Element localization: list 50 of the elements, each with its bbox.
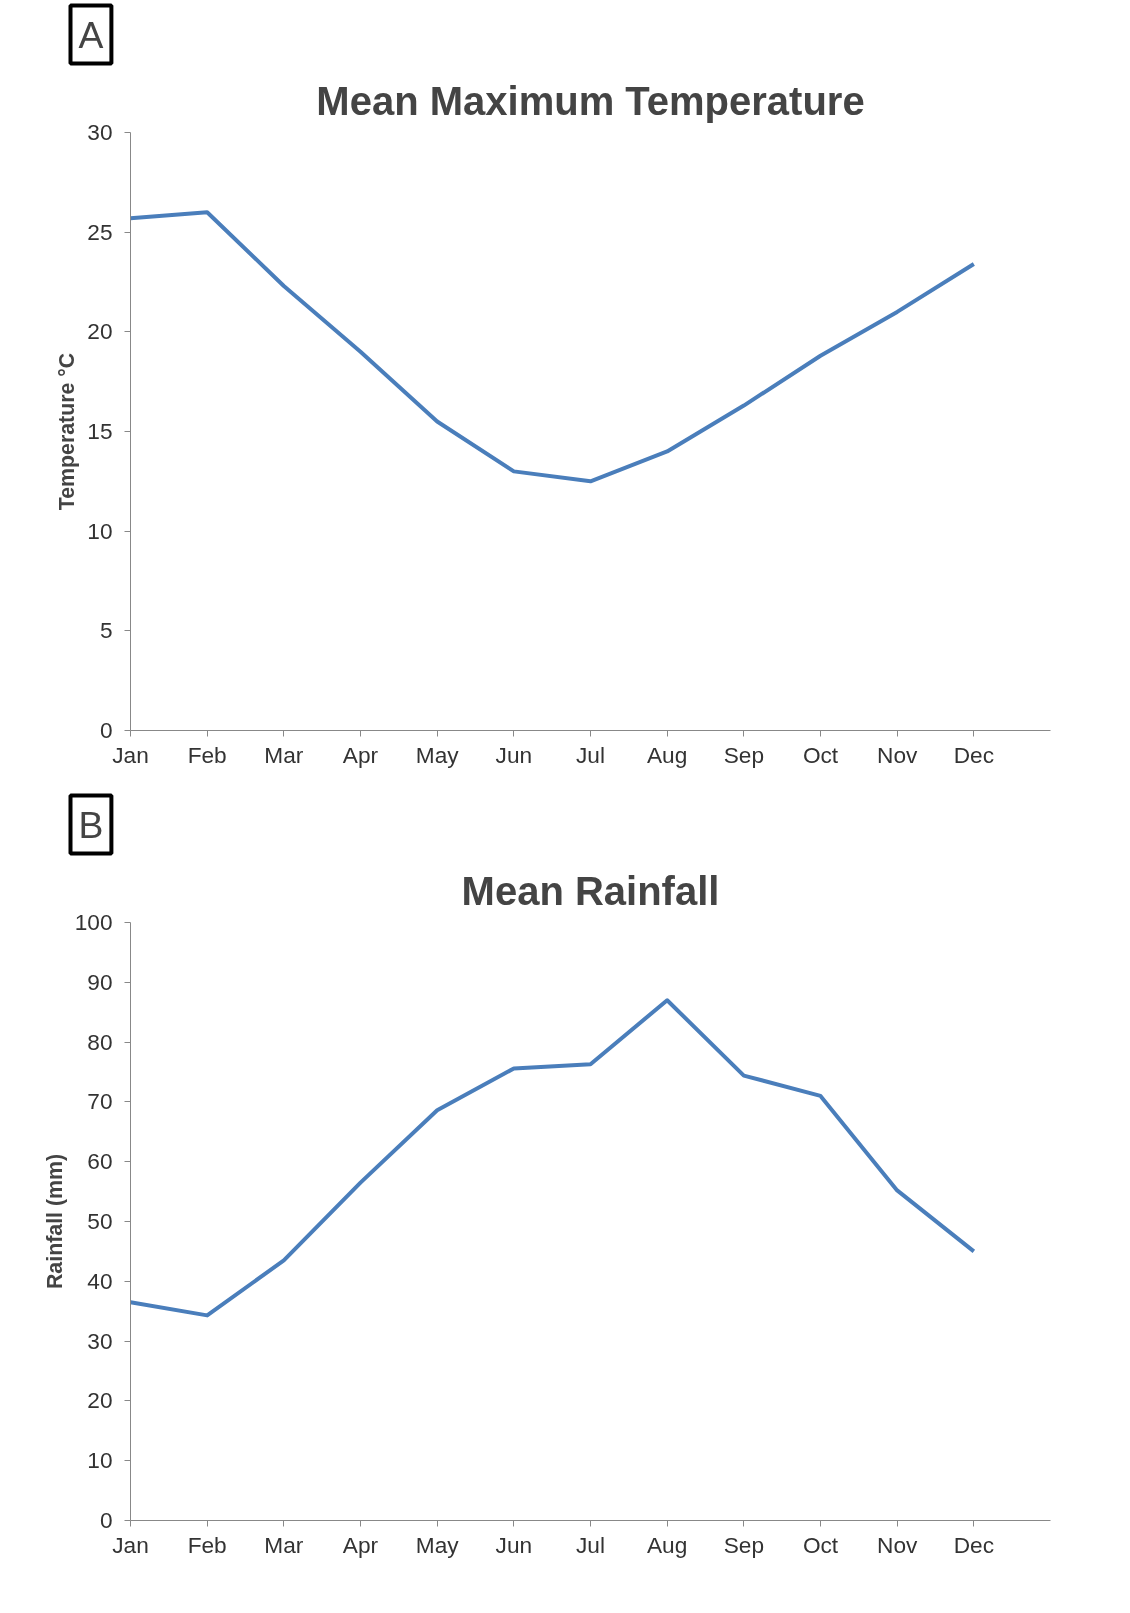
line-series [130, 210, 976, 484]
y-tick-label: 0 [99, 1507, 113, 1533]
x-tick-label: Apr [342, 741, 379, 768]
y-tick-label: 70 [87, 1088, 113, 1115]
y-tick-label: 25 [87, 218, 113, 245]
chart-title: Mean Rainfall [461, 868, 720, 913]
x-tick-label: May [415, 741, 460, 768]
chart-title: Mean Maximum Temperature [316, 78, 865, 123]
x-tick-label: Sep [723, 1531, 764, 1558]
y-tick-label: 10 [87, 517, 113, 544]
x-tick-label: Oct [802, 1531, 839, 1558]
x-tick-label: Jan [112, 1531, 149, 1558]
y-tick-label: 5 [99, 617, 113, 644]
x-tick-label: Feb [187, 741, 227, 768]
y-tick-label: 20 [87, 1387, 113, 1414]
y-axis-title: Rainfall (mm) [42, 1153, 67, 1290]
text: B [78, 803, 104, 846]
y-tick-label: 40 [87, 1267, 113, 1294]
x-tick-label: Jan [112, 741, 149, 768]
line-series [130, 998, 976, 1318]
x-tick-label: Dec [953, 1531, 994, 1558]
y-tick-label: 50 [87, 1208, 113, 1234]
x-tick-label: Apr [342, 1531, 379, 1558]
y-tick-label: 60 [87, 1148, 113, 1175]
x-tick-label: Feb [187, 1531, 227, 1558]
x-tick-label: Mar [264, 1531, 304, 1558]
x-tick-label: Sep [723, 741, 764, 768]
x-tick-label: Jul [576, 741, 605, 768]
y-tick-label: 100 [74, 909, 113, 935]
y-tick-label: 90 [87, 968, 113, 995]
y-tick-label: 30 [87, 119, 113, 145]
x-tick-label: Aug [647, 741, 688, 768]
y-tick-label: 80 [87, 1028, 113, 1055]
text: A [78, 13, 104, 56]
x-tick-label: Nov [877, 1531, 918, 1558]
x-tick-label: Dec [953, 741, 994, 768]
y-tick-label: 10 [87, 1447, 113, 1474]
x-tick-label: Mar [264, 741, 304, 768]
x-tick-label: May [415, 1531, 460, 1558]
y-tick-label: 0 [99, 717, 113, 743]
y-axis-title: Temperature °C [55, 352, 80, 511]
y-tick-label: 20 [87, 318, 113, 345]
y-tick-label: 30 [87, 1327, 113, 1354]
y-tick-label: 15 [87, 418, 113, 444]
x-tick-label: Oct [802, 741, 839, 768]
x-tick-label: Jun [495, 741, 533, 768]
x-tick-label: Jun [495, 1531, 533, 1558]
x-tick-label: Nov [877, 741, 918, 768]
x-tick-label: Jul [576, 1531, 605, 1558]
x-tick-label: Aug [647, 1531, 688, 1558]
